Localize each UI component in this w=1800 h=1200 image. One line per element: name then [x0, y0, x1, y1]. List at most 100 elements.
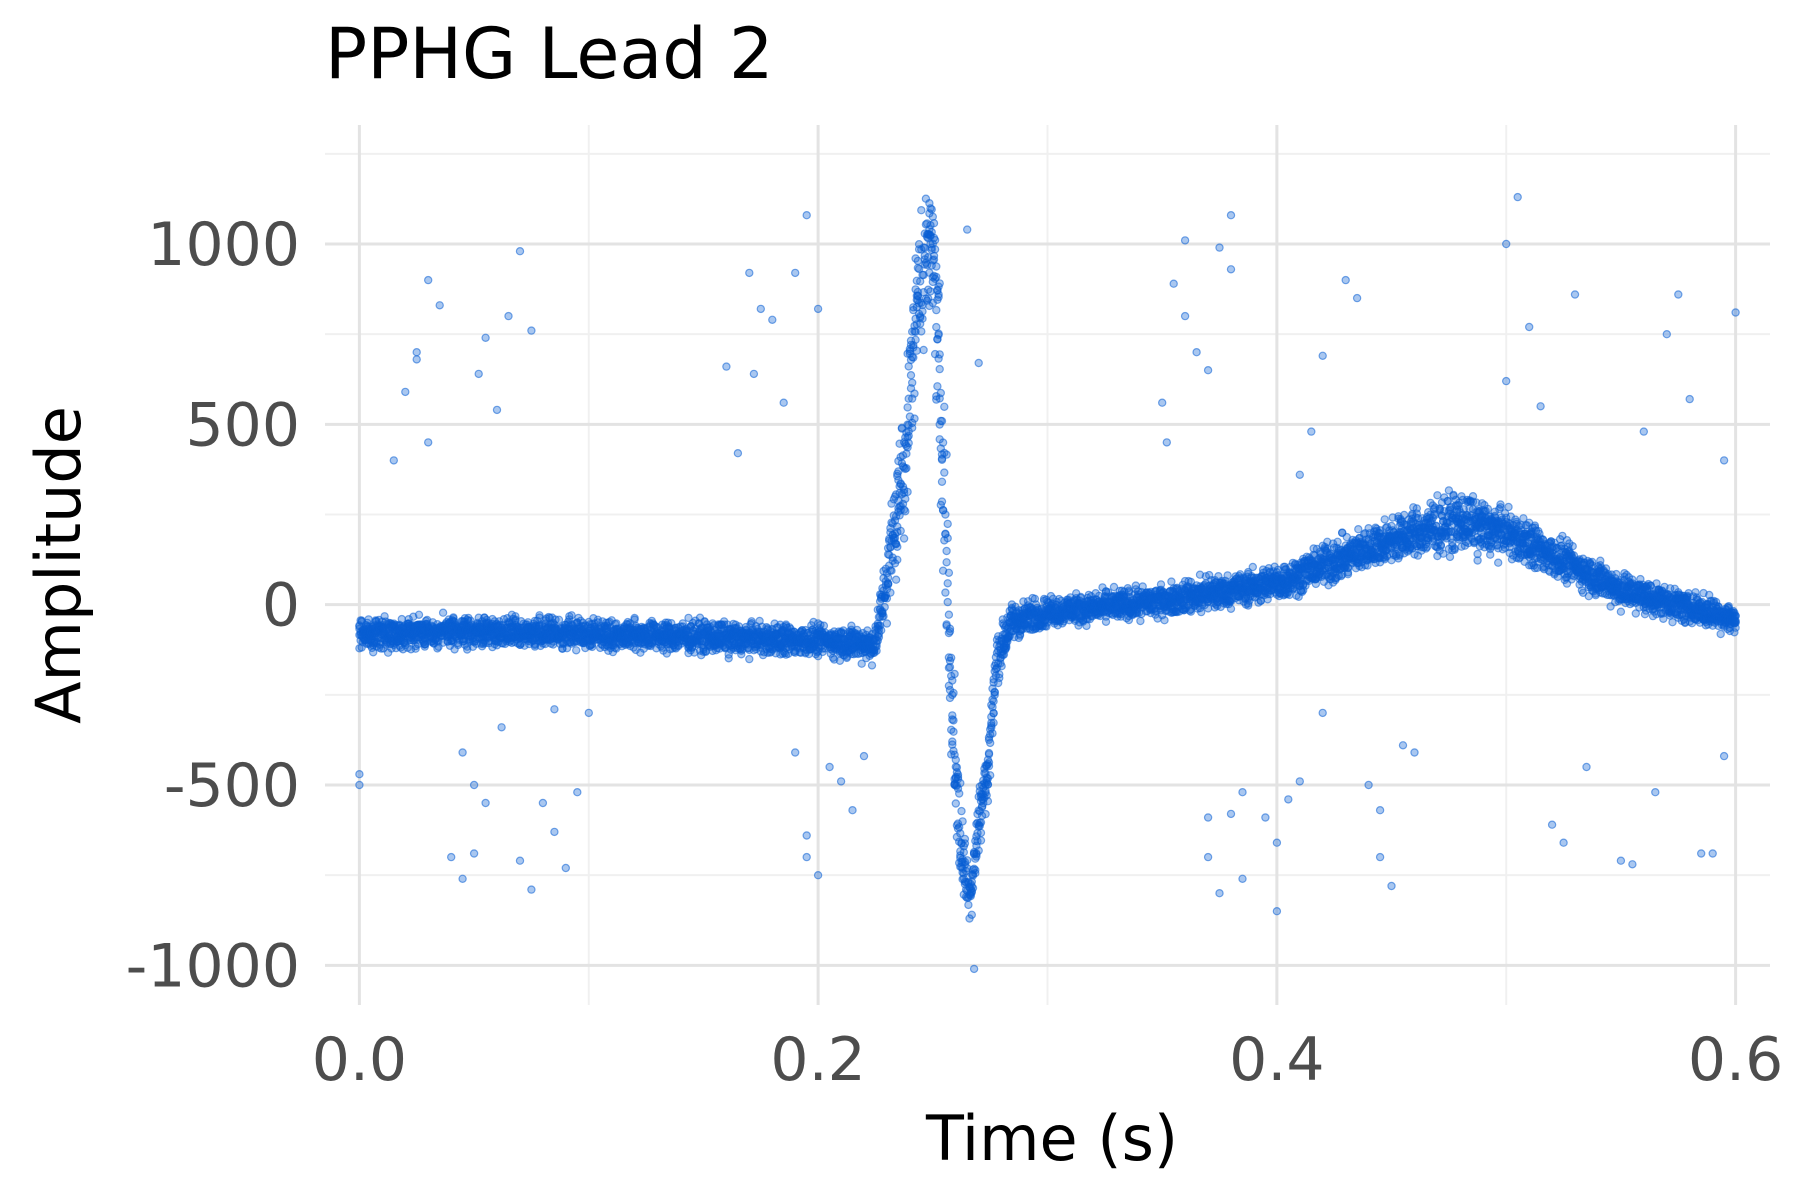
- data-point: [910, 414, 919, 423]
- data-point: [955, 789, 964, 798]
- data-point: [976, 828, 986, 838]
- data-point: [944, 568, 954, 578]
- data-point: [1333, 537, 1342, 547]
- data-point: [910, 389, 919, 398]
- data-point: [877, 626, 886, 635]
- data-point: [1002, 643, 1011, 653]
- data-point: [960, 839, 970, 848]
- data-point: [995, 673, 1004, 683]
- data-point: [981, 809, 990, 819]
- data-point: [893, 555, 902, 565]
- data-point: [937, 477, 947, 486]
- data-point: [901, 507, 910, 516]
- data-point: [984, 758, 994, 767]
- data-point: [882, 619, 892, 628]
- data-point: [929, 255, 939, 264]
- data-point: [983, 797, 993, 806]
- data-point: [1082, 621, 1091, 631]
- data-point: [929, 218, 939, 228]
- data-point: [883, 573, 893, 582]
- data-point: [411, 644, 420, 653]
- data-point: [1226, 604, 1236, 614]
- data-point: [1473, 549, 1482, 559]
- data-point: [879, 612, 888, 621]
- data-point: [964, 900, 973, 910]
- data-point: [1196, 607, 1206, 617]
- data-point: [989, 708, 998, 718]
- data-point: [932, 305, 941, 315]
- data-point: [933, 382, 942, 391]
- data-point: [943, 597, 952, 607]
- data-point: [883, 580, 893, 589]
- data-point: [1167, 577, 1176, 586]
- data-point: [952, 763, 962, 772]
- data-point: [904, 431, 913, 440]
- data-point: [1363, 561, 1372, 570]
- data-point: [989, 718, 998, 728]
- data-points: [355, 192, 1740, 974]
- data-point: [935, 350, 944, 359]
- data-point: [912, 346, 922, 355]
- data-point: [976, 836, 986, 845]
- data-point: [938, 438, 948, 447]
- data-point: [1380, 515, 1389, 524]
- data-point: [1436, 541, 1446, 551]
- data-point: [1450, 545, 1459, 555]
- data-point: [943, 579, 952, 588]
- data-point: [947, 653, 956, 663]
- data-point: [1485, 550, 1495, 559]
- data-point: [1445, 552, 1455, 562]
- data-point: [956, 778, 965, 788]
- data-point: [949, 727, 958, 736]
- data-point: [940, 468, 949, 477]
- data-point: [944, 610, 954, 619]
- data-point: [420, 642, 429, 651]
- data-point: [974, 846, 983, 855]
- data-point: [896, 526, 905, 536]
- data-point: [880, 602, 889, 612]
- data-point: [967, 910, 977, 920]
- data-point: [414, 610, 424, 620]
- data-point: [934, 330, 943, 340]
- data-point: [918, 307, 927, 316]
- data-point: [941, 510, 950, 519]
- data-point: [971, 869, 980, 878]
- data-point: [990, 687, 999, 697]
- data-point: [941, 588, 950, 597]
- data-point: [959, 848, 969, 857]
- data-point: [572, 646, 581, 655]
- data-point: [911, 335, 920, 344]
- data-point: [937, 497, 947, 506]
- data-point: [927, 205, 936, 214]
- data-point: [909, 353, 918, 362]
- data-point: [867, 661, 877, 670]
- data-point: [949, 688, 958, 698]
- data-point: [1483, 504, 1493, 514]
- data-point: [438, 608, 448, 617]
- data-point: [891, 575, 901, 584]
- data-point: [903, 487, 912, 497]
- data-point: [887, 566, 896, 575]
- grid: [325, 125, 1770, 1005]
- data-point: [930, 235, 940, 245]
- data-point: [963, 856, 972, 865]
- data-point: [1223, 571, 1232, 580]
- data-point: [930, 245, 940, 254]
- data-point: [968, 883, 978, 893]
- data-point: [1101, 617, 1111, 627]
- data-point: [901, 494, 910, 504]
- data-point: [893, 542, 902, 552]
- data-point: [988, 729, 997, 738]
- data-point: [872, 646, 881, 656]
- data-point: [935, 364, 944, 374]
- data-point: [976, 818, 986, 827]
- data-point: [904, 438, 913, 448]
- data-point: [937, 416, 947, 426]
- data-point: [951, 799, 961, 808]
- data-point: [918, 314, 927, 323]
- data-point: [984, 748, 994, 758]
- data-point: [906, 371, 916, 380]
- data-point: [567, 611, 576, 620]
- data-point: [919, 345, 928, 355]
